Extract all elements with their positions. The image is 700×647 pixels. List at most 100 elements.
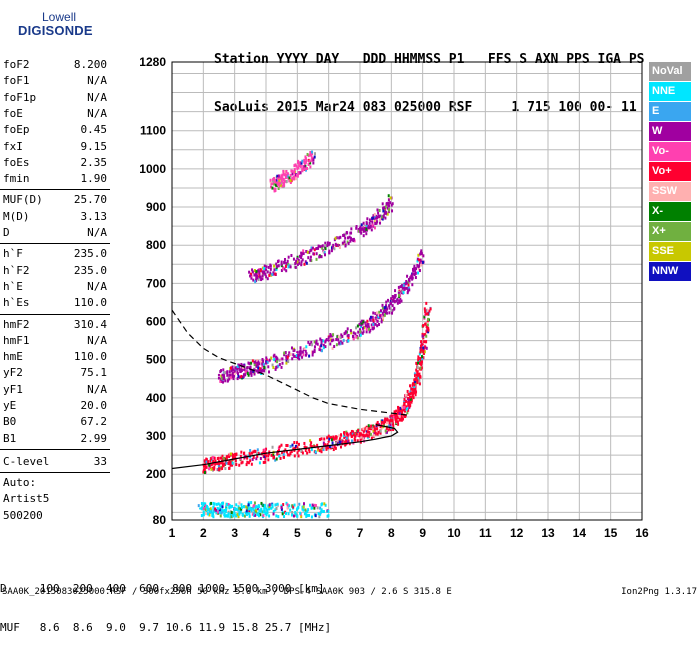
trace-point — [420, 349, 423, 353]
trace-point — [396, 420, 399, 424]
trace-point — [401, 286, 404, 290]
trace-point — [292, 447, 295, 451]
trace-point — [310, 445, 313, 449]
trace-point — [325, 244, 328, 248]
param-row: fmin 1.90 — [3, 172, 107, 188]
trace-point — [311, 353, 314, 357]
trace-point — [270, 356, 273, 360]
trace-point — [277, 364, 280, 368]
trace-point — [414, 378, 417, 382]
y-tick-label: 1280 — [139, 55, 166, 69]
trace-point — [211, 513, 214, 517]
trace-point — [322, 250, 325, 254]
trace-point — [216, 456, 219, 460]
trace-point — [268, 503, 271, 507]
trace-point — [313, 348, 316, 352]
trace-point — [365, 330, 368, 334]
param-value: N/A — [87, 382, 107, 396]
trace-point — [312, 161, 315, 165]
trace-point — [322, 346, 325, 350]
trace-point — [359, 225, 362, 229]
trace-point — [232, 453, 235, 457]
trace-point — [244, 373, 247, 377]
trace-point — [416, 257, 419, 261]
legend-item: W — [649, 122, 691, 141]
trace-point — [279, 176, 282, 180]
trace-point — [321, 446, 324, 450]
trace-point — [419, 366, 422, 370]
trace-point — [293, 448, 296, 452]
trace-point — [279, 181, 282, 185]
trace-point — [341, 439, 344, 443]
trace-point — [346, 327, 349, 331]
trace-point — [329, 333, 332, 337]
trace-point — [420, 360, 423, 364]
trace-point — [317, 446, 320, 450]
trace-point — [211, 468, 214, 472]
trace-point — [250, 501, 253, 505]
trace-point — [258, 270, 261, 274]
trace-point — [252, 278, 255, 282]
trace-point — [387, 298, 390, 302]
trace-point — [409, 403, 412, 407]
trace-point — [205, 504, 208, 508]
trace-point — [226, 514, 229, 518]
trace-point — [289, 265, 292, 269]
muf-table: D 100 200 400 600 800 1000 1500 3000 [km… — [0, 556, 331, 647]
trace-point — [373, 432, 376, 436]
trace-point — [335, 236, 338, 240]
trace-point — [280, 260, 283, 264]
trace-point — [324, 339, 327, 343]
trace-point — [382, 314, 385, 318]
param-value: N/A — [87, 333, 107, 347]
trace-point — [421, 334, 424, 338]
trace-point — [396, 297, 399, 301]
trace-point — [235, 503, 238, 507]
trace-point — [230, 511, 233, 515]
trace-point — [409, 390, 412, 394]
trace-point — [248, 512, 251, 516]
trace-point — [238, 506, 241, 510]
trace-point — [350, 331, 353, 335]
trace-point — [397, 285, 400, 289]
trace-point — [307, 256, 310, 260]
trace-point — [337, 335, 340, 339]
trace-point — [366, 322, 369, 326]
trace-point — [284, 448, 287, 452]
trace-point — [386, 206, 389, 210]
trace-point — [403, 397, 406, 401]
trace-point — [205, 512, 208, 516]
trace-point — [305, 168, 308, 172]
trace-point — [252, 506, 255, 510]
trace-point — [244, 370, 247, 374]
trace-point — [220, 379, 223, 383]
trace-point — [248, 452, 251, 456]
trace-point — [357, 330, 360, 334]
trace-point — [310, 156, 313, 160]
trace-point — [274, 458, 277, 462]
trace-point — [336, 335, 339, 339]
trace-point — [415, 390, 418, 394]
trace-point — [239, 510, 242, 514]
trace-point — [313, 248, 316, 252]
trace-point — [366, 325, 369, 329]
trace-point — [376, 324, 379, 328]
trace-point — [377, 315, 380, 319]
trace-point — [399, 294, 402, 298]
trace-point — [272, 453, 275, 457]
trace-point — [240, 461, 243, 465]
trace-point — [230, 452, 233, 456]
trace-point — [302, 249, 305, 253]
trace-point — [272, 177, 275, 181]
trace-point — [326, 446, 329, 450]
trace-point — [225, 461, 228, 465]
trace-point — [286, 444, 289, 448]
trace-point — [263, 266, 266, 270]
trace-point — [365, 427, 368, 431]
trace-point — [225, 458, 228, 462]
trace-point — [277, 259, 280, 263]
trace-point — [214, 507, 217, 511]
trace-point — [275, 267, 278, 271]
trace-point — [200, 514, 203, 518]
trace-point — [360, 319, 363, 323]
